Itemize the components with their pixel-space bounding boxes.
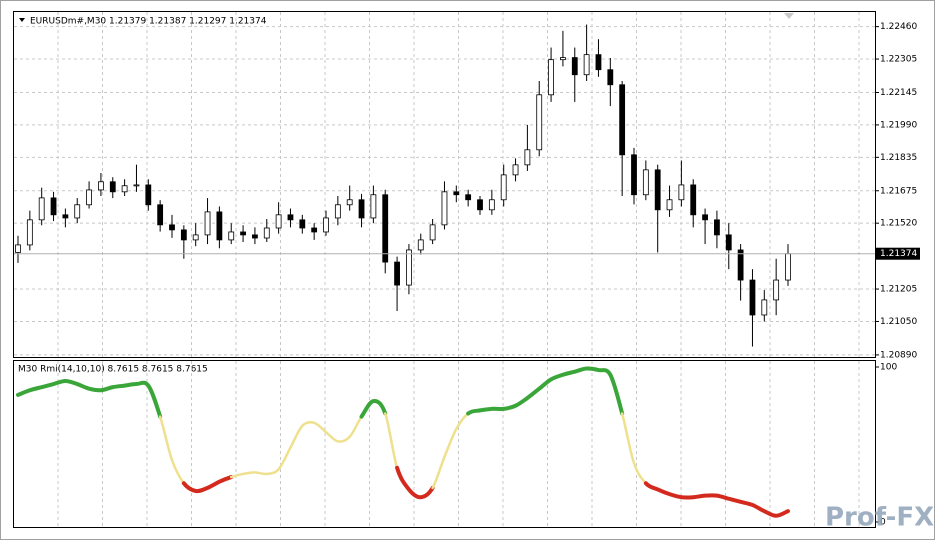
rmi-line — [395, 465, 435, 500]
candle-body — [512, 164, 519, 176]
y-tick-label: 1.20890 — [880, 350, 917, 360]
y-tick-label: 1.21990 — [880, 120, 917, 130]
candle-body — [583, 54, 590, 76]
price-title: EURUSDm#,M30 1.21379 1.21387 1.21297 1.2… — [30, 17, 267, 27]
candle-body — [619, 84, 626, 156]
candle-body — [524, 149, 531, 166]
candle-body — [109, 181, 116, 193]
y-tick-label: 100 — [880, 363, 897, 373]
candle-body — [86, 189, 92, 206]
candle-body — [15, 244, 21, 253]
shift-marker — [784, 13, 794, 19]
y-tick-label: 1.21050 — [880, 317, 917, 327]
candle-body — [157, 204, 164, 226]
y-tick-label: 1.22145 — [880, 88, 917, 98]
candle-body — [275, 214, 282, 229]
y-tick-label: 1.22305 — [880, 55, 917, 65]
candle-body — [702, 214, 708, 221]
candle-body — [631, 154, 637, 196]
rmi-line — [16, 378, 163, 419]
candle-body — [370, 194, 377, 219]
candle-body — [500, 174, 507, 201]
y-tick-label: 1.21205 — [880, 285, 917, 295]
candle-body — [311, 227, 318, 233]
candle-body — [465, 194, 472, 201]
candle-body — [228, 231, 235, 241]
menu-arrow[interactable] — [19, 18, 25, 22]
candle-body — [38, 197, 45, 221]
y-tick-label: 1.21520 — [880, 219, 917, 229]
indicator-title: M30 Rmi(14,10,10) 8.7615 8.7615 8.7615 — [18, 365, 208, 375]
candle-body — [263, 227, 270, 239]
y-tick-label: 1.22460 — [880, 22, 917, 32]
rmi-line — [181, 475, 234, 494]
y-tick-label: 1.21675 — [880, 186, 917, 196]
candle-body — [666, 199, 673, 211]
candle-body — [560, 57, 566, 61]
candle-body — [50, 197, 57, 216]
candle-body — [346, 199, 353, 206]
rmi-line — [359, 399, 388, 419]
candle-body — [773, 279, 780, 301]
candle-body — [749, 279, 756, 316]
candle-body — [417, 239, 424, 251]
candle-body — [323, 217, 329, 233]
candle-body — [382, 194, 389, 263]
candle-body — [145, 184, 152, 206]
candle-body — [98, 181, 104, 191]
candle-body — [180, 229, 187, 241]
rmi-line — [158, 415, 186, 485]
candle-body — [252, 234, 258, 239]
candle-body — [725, 234, 732, 251]
rmi-line — [383, 412, 399, 469]
last-price-label: 1.21374 — [880, 249, 917, 259]
rmi-line — [229, 415, 363, 479]
candle-body — [169, 224, 175, 231]
candle-body — [690, 184, 697, 216]
candle-body — [477, 199, 483, 211]
candle-body — [133, 184, 140, 187]
candle-body — [678, 184, 685, 201]
candle-body — [121, 185, 128, 193]
y-tick-label: 1.21835 — [880, 153, 917, 163]
candle-body — [192, 234, 199, 241]
candle-body — [737, 249, 744, 281]
candle-body — [406, 249, 412, 286]
candle-body — [299, 219, 306, 229]
watermark: Prof-FX — [825, 503, 934, 533]
candle-body — [74, 204, 81, 219]
rmi-line — [643, 481, 790, 518]
rmi-line — [466, 366, 625, 416]
candle-body — [287, 214, 294, 221]
candle-body — [441, 191, 448, 226]
candle-body — [714, 219, 720, 236]
candle-body — [204, 211, 211, 236]
candle-body — [654, 169, 661, 211]
candle-body — [26, 219, 33, 246]
candle-body — [548, 59, 554, 96]
plot-layer: 1.22460 1.22305 1.22145 1.21990 1.21835 1.216… — [14, 12, 920, 528]
candle-body — [394, 261, 400, 286]
rmi-line — [620, 412, 648, 485]
y-tick-label: 0 — [880, 518, 886, 528]
candle-body — [642, 169, 649, 196]
candle-body — [536, 94, 543, 151]
candle-body — [216, 211, 223, 241]
candle-body — [453, 191, 460, 196]
candle-body — [607, 69, 614, 86]
rmi-line — [431, 412, 470, 490]
last-price-box — [876, 247, 920, 260]
candle-body — [62, 214, 69, 219]
candle-body — [571, 57, 578, 76]
candle-body — [240, 231, 246, 236]
candle-body — [334, 204, 341, 219]
candle-body — [488, 199, 495, 211]
candle-body — [429, 224, 436, 241]
candle-body — [595, 54, 602, 71]
candle-body — [761, 299, 768, 316]
candle-body — [785, 253, 791, 281]
candle-body — [358, 199, 365, 219]
